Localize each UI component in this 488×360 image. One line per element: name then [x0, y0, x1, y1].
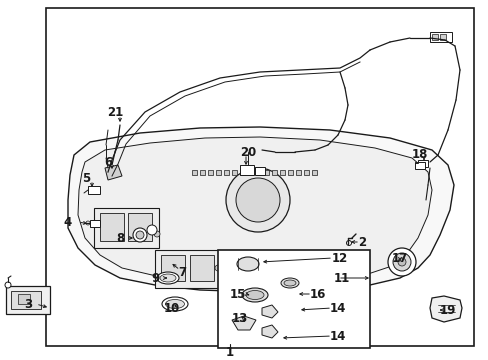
Circle shape: [215, 265, 221, 271]
Text: 10: 10: [163, 302, 180, 315]
Bar: [264, 170, 268, 175]
Text: 14: 14: [329, 302, 346, 315]
Polygon shape: [262, 305, 278, 318]
Bar: [240, 170, 244, 175]
Bar: [6, 286, 50, 314]
Circle shape: [133, 228, 147, 242]
Bar: [216, 170, 221, 175]
Text: 7: 7: [178, 266, 185, 279]
Bar: [100, 213, 124, 241]
Ellipse shape: [160, 274, 176, 282]
Ellipse shape: [281, 278, 298, 288]
Bar: [271, 170, 276, 175]
Polygon shape: [231, 316, 256, 330]
Text: 5: 5: [81, 171, 90, 184]
Circle shape: [86, 221, 90, 225]
Bar: [439, 34, 445, 40]
Bar: [207, 170, 213, 175]
Bar: [88, 186, 100, 194]
Bar: [414, 162, 424, 169]
Circle shape: [236, 178, 280, 222]
Circle shape: [225, 168, 289, 232]
Polygon shape: [262, 325, 278, 338]
Bar: [224, 170, 228, 175]
Bar: [190, 255, 214, 281]
Text: 9: 9: [151, 271, 159, 284]
Circle shape: [147, 225, 157, 235]
Circle shape: [136, 231, 143, 239]
Text: 18: 18: [411, 148, 427, 162]
Ellipse shape: [242, 288, 267, 302]
Text: 11: 11: [333, 271, 349, 284]
Text: 2: 2: [357, 235, 366, 248]
Ellipse shape: [237, 257, 259, 271]
Bar: [431, 34, 437, 40]
Bar: [192, 170, 197, 175]
Text: 13: 13: [231, 311, 247, 324]
Bar: [254, 167, 264, 175]
Bar: [256, 170, 261, 175]
Ellipse shape: [162, 297, 187, 311]
Text: 6: 6: [103, 156, 112, 168]
Polygon shape: [68, 127, 453, 292]
Text: 4: 4: [64, 216, 72, 229]
Bar: [311, 170, 316, 175]
Polygon shape: [429, 296, 461, 322]
Circle shape: [387, 248, 415, 276]
Circle shape: [5, 282, 11, 288]
Bar: [247, 170, 252, 175]
Bar: [218, 250, 369, 348]
Bar: [155, 250, 220, 288]
Text: 1: 1: [225, 346, 234, 359]
Circle shape: [397, 258, 405, 266]
Bar: [295, 170, 301, 175]
Bar: [18, 294, 30, 304]
Text: 17: 17: [391, 252, 407, 265]
Polygon shape: [78, 137, 431, 282]
Bar: [304, 170, 308, 175]
Ellipse shape: [165, 300, 184, 309]
Text: 14: 14: [329, 329, 346, 342]
Bar: [287, 170, 292, 175]
Ellipse shape: [245, 291, 264, 300]
Bar: [200, 170, 204, 175]
Bar: [161, 255, 184, 281]
Bar: [280, 170, 285, 175]
Bar: [46, 8, 473, 346]
Circle shape: [154, 231, 160, 237]
Text: 20: 20: [240, 145, 256, 158]
Text: 19: 19: [439, 303, 455, 316]
Bar: [90, 220, 100, 227]
Bar: [94, 208, 159, 248]
Bar: [417, 160, 427, 167]
Bar: [240, 165, 253, 175]
Text: 15: 15: [229, 288, 245, 301]
Bar: [128, 213, 152, 241]
Ellipse shape: [157, 272, 179, 284]
Circle shape: [346, 240, 351, 246]
Bar: [231, 170, 237, 175]
Polygon shape: [105, 165, 122, 180]
Text: 12: 12: [331, 252, 347, 265]
Text: 8: 8: [116, 231, 124, 244]
Bar: [11, 291, 41, 309]
Bar: [429, 32, 451, 42]
Text: 16: 16: [309, 288, 325, 301]
Ellipse shape: [284, 280, 295, 286]
Text: 21: 21: [107, 105, 123, 118]
Text: 3: 3: [24, 297, 32, 310]
Circle shape: [392, 253, 410, 271]
